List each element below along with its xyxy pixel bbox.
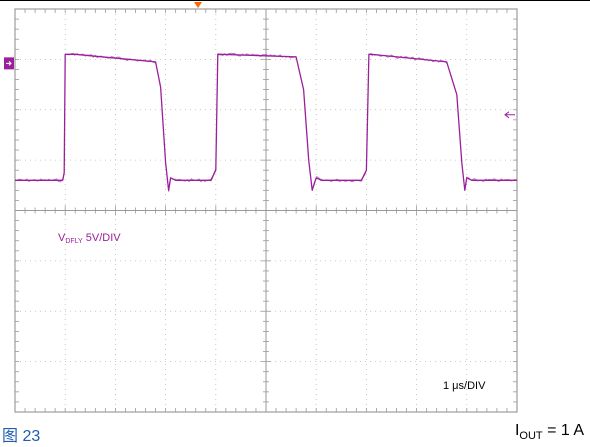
channel-name-main: V [58, 232, 66, 244]
top-rule [0, 0, 590, 1]
channel-name-sub: DFLY [65, 238, 83, 245]
channel-ref-arrow [6, 61, 12, 66]
test-condition-label: IOUT = 1 A [514, 422, 584, 442]
trigger-level-marker [504, 111, 515, 119]
oscilloscope-plot: VDFLY 5V/DIV 1 μs/DIV [4, 2, 518, 413]
condition-main: I [514, 422, 520, 439]
condition-rest: = 1 A [542, 422, 584, 439]
vdfly-trace-noise [14, 52, 518, 192]
condition-sub: OUT [519, 430, 543, 442]
vdfly-trace [15, 53, 517, 191]
trigger-position-marker [194, 2, 202, 8]
timebase-label: 1 μs/DIV [443, 380, 486, 392]
trigger-level-arrow [504, 111, 515, 119]
channel-scale: 5V/DIV [86, 232, 122, 244]
channel-reference-marker [4, 57, 14, 70]
channel-scale-label: VDFLY 5V/DIV [58, 232, 121, 245]
graticule-ticks [15, 9, 517, 412]
figure-label: 图 23 [2, 428, 41, 445]
